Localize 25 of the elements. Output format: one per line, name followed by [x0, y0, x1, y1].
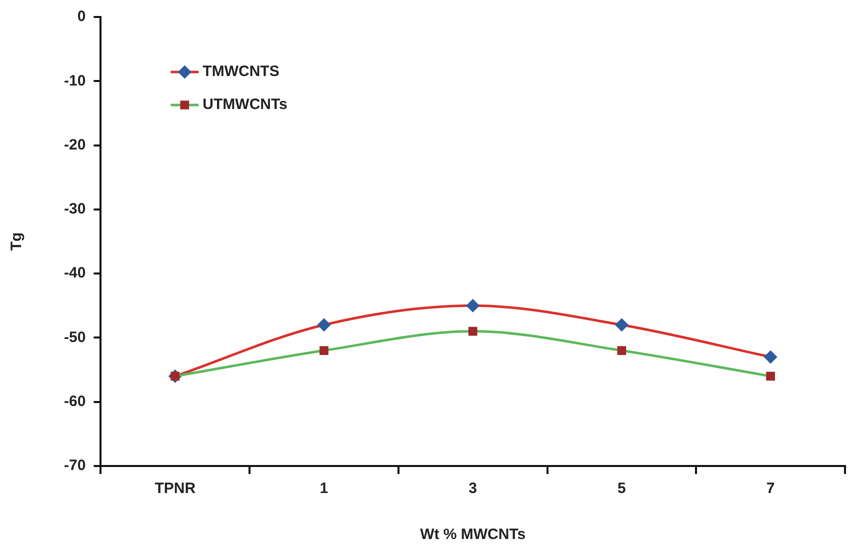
x-axis-title: Wt % MWCNTs: [420, 526, 526, 544]
legend-label: TMWCNTS: [202, 63, 280, 80]
x-tick-label: 3: [468, 480, 478, 498]
point: [617, 346, 626, 355]
x-tick-label: TPNR: [154, 480, 196, 498]
point: [320, 346, 328, 355]
point: [466, 299, 480, 312]
point: [766, 372, 775, 381]
x-tick-label: 1: [320, 480, 328, 498]
point: [468, 326, 478, 336]
point: [318, 318, 330, 332]
y-tick-label: -10: [64, 72, 86, 90]
y-tick-label: -60: [64, 393, 86, 410]
y-tick-label: -20: [64, 136, 86, 154]
x-tick-label: 7: [766, 480, 775, 498]
y-tick-label: -50: [64, 328, 86, 346]
y-tick-label: -40: [64, 264, 86, 282]
point: [764, 350, 777, 364]
point: [615, 318, 628, 332]
legend-label: UTMWCNTs: [202, 96, 288, 114]
x-tick-label: 5: [618, 480, 626, 498]
y-tick-label: -30: [64, 200, 86, 218]
y-axis-title: Tg: [8, 232, 26, 251]
y-tick-label: -70: [64, 457, 86, 474]
y-tick-label: 0: [77, 8, 86, 26]
